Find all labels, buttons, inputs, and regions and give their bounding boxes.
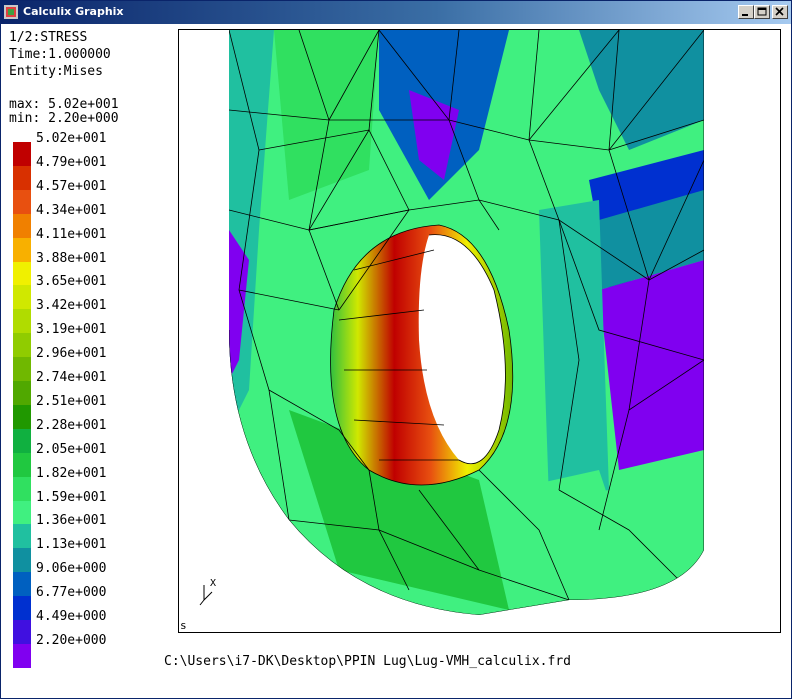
legend-label: 4.57e+001 — [36, 179, 107, 194]
legend-swatch — [13, 501, 31, 525]
legend-label: 1.82e+001 — [36, 466, 107, 481]
app-icon — [4, 5, 18, 19]
legend-swatch — [13, 620, 31, 644]
legend-swatch — [13, 214, 31, 238]
legend-label: 3.19e+001 — [36, 322, 107, 337]
legend-swatch — [13, 429, 31, 453]
legend-label: 3.88e+001 — [36, 251, 107, 266]
viewport-corner-label: s — [180, 619, 187, 632]
legend-label: 9.06e+000 — [36, 561, 107, 576]
legend-swatch — [13, 477, 31, 501]
legend-label: 6.77e+000 — [36, 585, 107, 600]
title-bar[interactable]: Calculix Graphix — [1, 1, 791, 24]
fea-model-render: X — [199, 30, 704, 615]
legend-swatch — [13, 548, 31, 572]
legend-label: 4.79e+001 — [36, 155, 107, 170]
legend-label: 2.96e+001 — [36, 346, 107, 361]
minimize-icon — [742, 14, 748, 16]
maximize-button[interactable] — [754, 5, 770, 19]
legend-swatch — [13, 166, 31, 190]
legend-label: 2.05e+001 — [36, 442, 107, 457]
dataset-label: 1/2:STRESS — [9, 30, 88, 45]
legend-swatch — [13, 453, 31, 477]
file-path: C:\Users\i7-DK\Desktop\PPIN Lug\Lug-VMH_… — [164, 654, 571, 669]
legend-label: 2.20e+000 — [36, 633, 107, 648]
axis-triad-icon — [199, 585, 213, 606]
legend-label: 2.28e+001 — [36, 418, 107, 433]
legend-swatch — [13, 262, 31, 286]
legend-label: 1.59e+001 — [36, 490, 107, 505]
min-label: min: 2.20e+000 — [9, 111, 119, 126]
minimize-button[interactable] — [738, 5, 754, 19]
window-title: Calculix Graphix — [23, 5, 124, 18]
axis-x-label: X — [210, 578, 216, 589]
legend-label: 5.02e+001 — [36, 131, 107, 146]
legend-swatch — [13, 309, 31, 333]
legend-label: 4.49e+000 — [36, 609, 107, 624]
legend-label: 2.74e+001 — [36, 370, 107, 385]
legend-swatch — [13, 596, 31, 620]
legend-label: 4.34e+001 — [36, 203, 107, 218]
legend-swatch — [13, 572, 31, 596]
legend-label: 2.51e+001 — [36, 394, 107, 409]
3d-viewport[interactable]: X — [178, 29, 781, 633]
close-icon — [775, 7, 784, 16]
legend-swatch — [13, 357, 31, 381]
legend-swatch — [13, 524, 31, 548]
entity-label: Entity:Mises — [9, 64, 103, 79]
legend-swatch — [13, 142, 31, 166]
max-label: max: 5.02e+001 — [9, 97, 119, 112]
legend-swatch — [13, 285, 31, 309]
legend-swatch — [13, 405, 31, 429]
legend-label: 1.36e+001 — [36, 513, 107, 528]
legend-swatch — [13, 644, 31, 668]
maximize-icon — [757, 7, 767, 16]
time-label: Time:1.000000 — [9, 47, 111, 62]
legend-label: 3.42e+001 — [36, 298, 107, 313]
legend-label: 1.13e+001 — [36, 537, 107, 552]
legend-swatch — [13, 190, 31, 214]
close-button[interactable] — [772, 5, 788, 19]
legend-label: 3.65e+001 — [36, 274, 107, 289]
legend-swatch — [13, 381, 31, 405]
legend-swatch — [13, 238, 31, 262]
legend-label: 4.11e+001 — [36, 227, 107, 242]
legend-swatch — [13, 333, 31, 357]
